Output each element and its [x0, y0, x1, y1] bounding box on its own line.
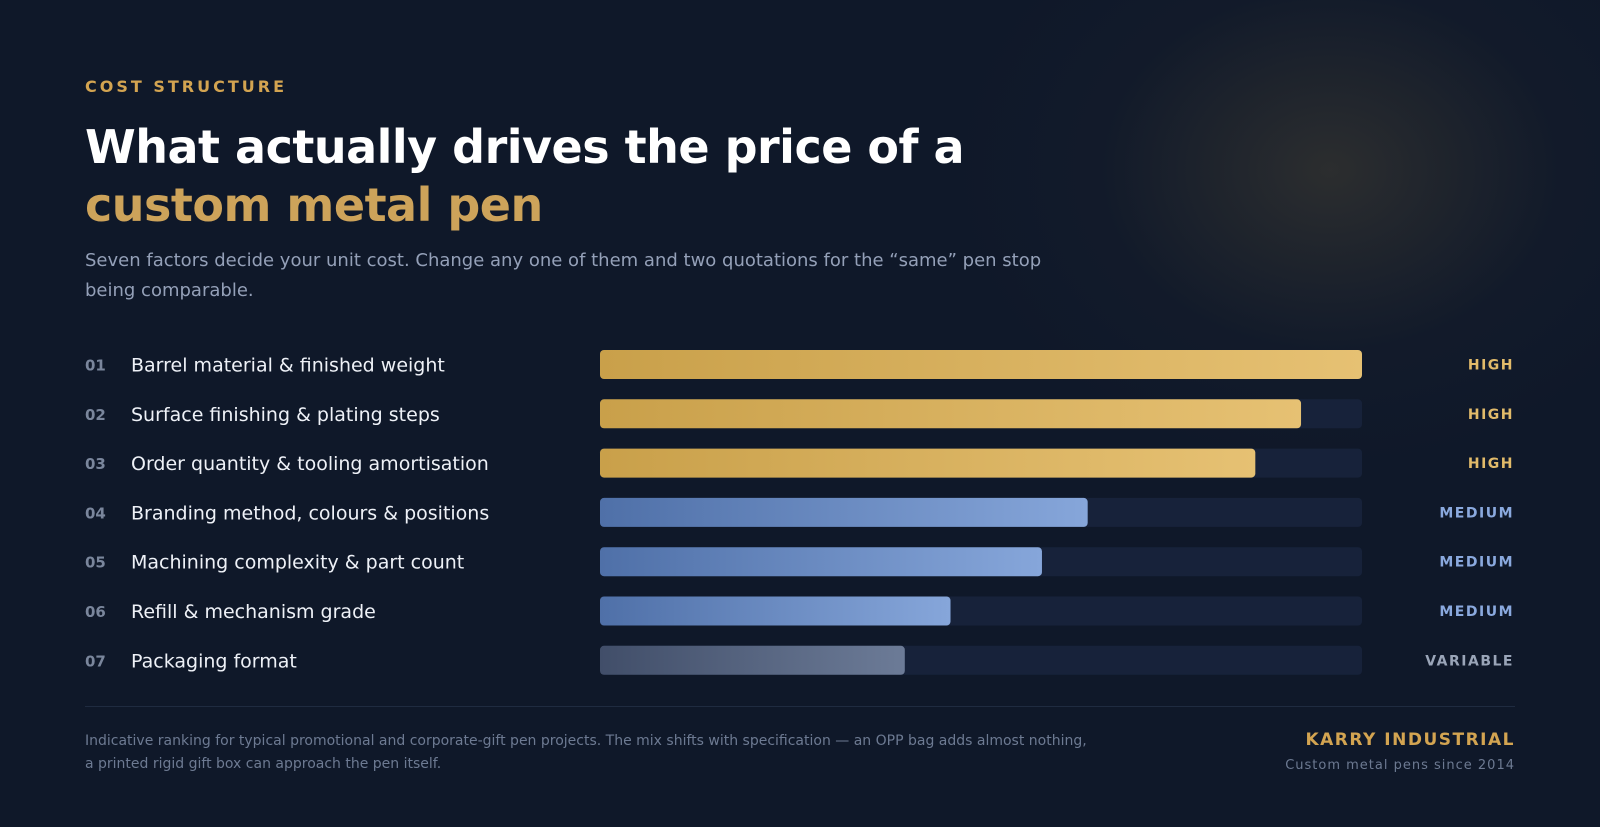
bar-fill [600, 448, 1256, 478]
row-number: 03 [85, 455, 106, 473]
brand-name: KARRY INDUSTRIAL [1305, 730, 1515, 750]
bar-fill [600, 497, 1088, 527]
bar-fill [600, 399, 1302, 429]
impact-level-label: MEDIUM [1439, 604, 1514, 620]
eyebrow-label: COST STRUCTURE [85, 77, 287, 96]
page-title: What actually drives the price of a cust… [85, 118, 1085, 234]
brand-tagline: Custom metal pens since 2014 [1285, 758, 1515, 773]
subtitle: Seven factors decide your unit cost. Cha… [85, 250, 1042, 301]
title-line-1: What actually drives the price of a [85, 120, 965, 174]
impact-level-label: HIGH [1468, 407, 1514, 423]
factor-label: Packaging format [131, 650, 297, 672]
footer-divider [85, 706, 1515, 707]
bar-fill [600, 645, 905, 675]
factor-label: Order quantity & tooling amortisation [131, 453, 489, 475]
bar-fill [600, 596, 951, 626]
row-number: 02 [85, 406, 106, 424]
impact-level-label: MEDIUM [1439, 505, 1514, 521]
bar-fill [600, 350, 1362, 379]
impact-level-label: HIGH [1468, 358, 1514, 374]
title-line-2: custom metal pen [85, 178, 543, 232]
row-number: 05 [85, 554, 106, 572]
factor-label: Machining complexity & part count [131, 552, 464, 574]
factor-label: Barrel material & finished weight [131, 355, 445, 377]
impact-level-label: MEDIUM [1439, 555, 1514, 571]
impact-level-label: VARIABLE [1425, 653, 1514, 669]
footnote: Indicative ranking for typical promotion… [85, 733, 1087, 772]
row-number: 06 [85, 603, 106, 621]
row-number: 01 [85, 357, 106, 375]
brand-block: KARRY INDUSTRIAL Custom metal pens since… [1285, 730, 1515, 773]
factor-label: Refill & mechanism grade [131, 601, 376, 623]
row-number: 07 [85, 652, 106, 670]
row-number: 04 [85, 504, 106, 522]
impact-level-label: HIGH [1468, 456, 1514, 472]
factor-label: Branding method, colours & positions [131, 502, 489, 524]
factor-label: Surface finishing & plating steps [131, 404, 440, 426]
bar-fill [600, 547, 1042, 577]
